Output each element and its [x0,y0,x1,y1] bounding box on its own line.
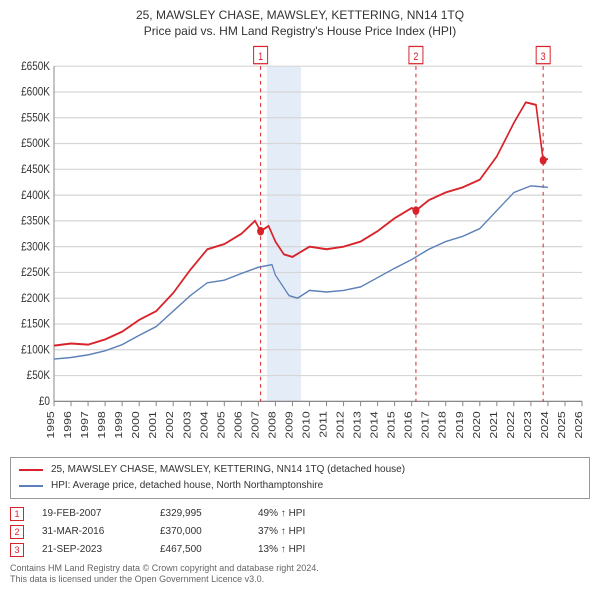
svg-text:2025: 2025 [557,411,568,438]
svg-text:2011: 2011 [318,411,329,437]
svg-text:2022: 2022 [506,411,517,438]
legend-item: HPI: Average price, detached house, Nort… [19,478,581,494]
sale-diff: 13% ↑ HPI [258,544,358,555]
legend-label: HPI: Average price, detached house, Nort… [51,478,323,494]
svg-text:2009: 2009 [284,411,295,438]
svg-text:£300K: £300K [21,240,50,253]
svg-text:2002: 2002 [165,411,176,438]
svg-text:2015: 2015 [387,411,398,438]
chart-area: £0 £50K £100K £150K £200K £250K £300K £350K £400… [10,44,590,451]
legend-swatch [19,469,43,471]
svg-text:2026: 2026 [574,411,585,438]
svg-text:£500K: £500K [21,137,50,150]
sale-row: 1 19-FEB-2007 £329,995 49% ↑ HPI [10,505,590,523]
svg-text:2019: 2019 [455,411,466,438]
sale-row: 2 31-MAR-2016 £370,000 37% ↑ HPI [10,523,590,541]
sale-date: 19-FEB-2007 [42,508,142,519]
svg-text:1997: 1997 [80,411,91,438]
sale-marker: 3 [10,543,24,557]
legend: 25, MAWSLEY CHASE, MAWSLEY, KETTERING, N… [10,457,590,499]
svg-text:2003: 2003 [182,411,193,438]
svg-text:2020: 2020 [472,411,483,438]
svg-text:3: 3 [541,51,546,63]
legend-label: 25, MAWSLEY CHASE, MAWSLEY, KETTERING, N… [51,462,405,478]
svg-text:1999: 1999 [114,411,125,438]
svg-text:2017: 2017 [421,411,432,438]
chart-svg: £0 £50K £100K £150K £200K £250K £300K £350K £400… [10,44,590,451]
svg-text:1998: 1998 [97,411,108,438]
svg-text:2023: 2023 [523,411,534,438]
chart-container: 25, MAWSLEY CHASE, MAWSLEY, KETTERING, N… [0,0,600,590]
sale-date: 21-SEP-2023 [42,544,142,555]
svg-text:2012: 2012 [336,411,347,438]
svg-text:£250K: £250K [21,266,50,279]
svg-text:2001: 2001 [148,411,159,438]
sale-diff: 49% ↑ HPI [258,508,358,519]
footer-line2: This data is licensed under the Open Gov… [10,574,590,586]
svg-text:2008: 2008 [267,411,278,438]
svg-text:2000: 2000 [131,411,142,438]
sale-price: £329,995 [160,508,240,519]
footer-line1: Contains HM Land Registry data © Crown c… [10,563,590,575]
svg-text:2010: 2010 [301,411,312,438]
svg-text:£0: £0 [39,395,50,408]
svg-text:2021: 2021 [489,411,500,438]
sale-marker: 1 [10,507,24,521]
sale-price: £370,000 [160,526,240,537]
svg-text:£650K: £650K [21,60,50,73]
svg-text:£50K: £50K [27,369,51,382]
svg-text:£100K: £100K [21,344,50,357]
svg-text:2016: 2016 [404,411,415,438]
title-main: 25, MAWSLEY CHASE, MAWSLEY, KETTERING, N… [10,8,590,22]
sale-price: £467,500 [160,544,240,555]
svg-text:£550K: £550K [21,112,50,125]
svg-text:£400K: £400K [21,189,50,202]
svg-text:2: 2 [413,51,418,63]
svg-text:2018: 2018 [438,411,449,438]
sale-date: 31-MAR-2016 [42,526,142,537]
sales-table: 1 19-FEB-2007 £329,995 49% ↑ HPI 2 31-MAR-201… [10,505,590,559]
title-sub: Price paid vs. HM Land Registry's House … [10,24,590,38]
legend-swatch [19,485,43,487]
svg-text:2014: 2014 [370,411,381,438]
svg-text:2013: 2013 [353,411,364,438]
svg-text:£200K: £200K [21,292,50,305]
svg-text:2004: 2004 [199,411,210,438]
svg-text:1996: 1996 [63,411,74,438]
sale-marker: 2 [10,525,24,539]
svg-text:£600K: £600K [21,86,50,99]
sale-diff: 37% ↑ HPI [258,526,358,537]
svg-text:2024: 2024 [540,411,551,438]
svg-text:£350K: £350K [21,215,50,228]
sale-row: 3 21-SEP-2023 £467,500 13% ↑ HPI [10,541,590,559]
svg-text:2007: 2007 [250,411,261,438]
svg-text:£450K: £450K [21,163,50,176]
legend-item: 25, MAWSLEY CHASE, MAWSLEY, KETTERING, N… [19,462,581,478]
svg-text:2006: 2006 [233,411,244,438]
svg-text:1995: 1995 [46,411,57,438]
svg-text:1: 1 [258,51,263,63]
svg-text:£150K: £150K [21,318,50,331]
title-block: 25, MAWSLEY CHASE, MAWSLEY, KETTERING, N… [10,8,590,38]
footer: Contains HM Land Registry data © Crown c… [10,563,590,586]
svg-text:2005: 2005 [216,411,227,438]
